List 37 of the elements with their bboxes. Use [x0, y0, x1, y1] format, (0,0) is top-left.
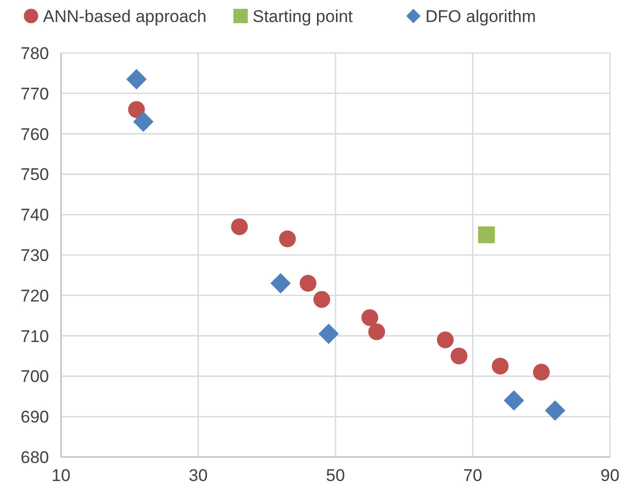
- point: [126, 69, 147, 90]
- legend-label: ANN-based approach: [43, 7, 206, 26]
- point: [450, 348, 468, 364]
- legend-label: DFO algorithm: [425, 7, 536, 26]
- point: [478, 226, 495, 244]
- point: [504, 390, 524, 411]
- point: [128, 101, 145, 118]
- y-tick-label: 720: [20, 286, 49, 306]
- y-tick-label: 780: [20, 44, 49, 63]
- point: [361, 309, 378, 326]
- y-tick-label: 740: [20, 206, 49, 225]
- point: [231, 218, 248, 236]
- y-tick-label: 690: [20, 408, 49, 427]
- point: [279, 230, 296, 248]
- x-tick-label: 30: [188, 466, 208, 485]
- point: [133, 111, 154, 132]
- point: [492, 358, 509, 374]
- point: [313, 291, 330, 308]
- point: [368, 323, 386, 340]
- y-tick-label: 750: [20, 165, 49, 184]
- point: [318, 324, 339, 344]
- x-tick-label: 10: [52, 466, 70, 485]
- y-tick-label: 680: [20, 448, 49, 467]
- point: [532, 364, 550, 381]
- x-tick-label: 70: [463, 466, 482, 485]
- x-tick-label: 90: [600, 466, 620, 485]
- y-tick-label: 700: [20, 367, 49, 386]
- legend-label: Starting point: [252, 7, 354, 26]
- y-tick-label: 770: [20, 84, 49, 104]
- y-tick-label: 710: [20, 326, 49, 346]
- point: [436, 331, 454, 348]
- point: [270, 273, 291, 294]
- y-tick-label: 730: [20, 246, 49, 265]
- x-tick-label: 50: [326, 466, 345, 485]
- point: [544, 400, 566, 421]
- point: [300, 274, 316, 292]
- y-tick-label: 760: [20, 124, 49, 144]
